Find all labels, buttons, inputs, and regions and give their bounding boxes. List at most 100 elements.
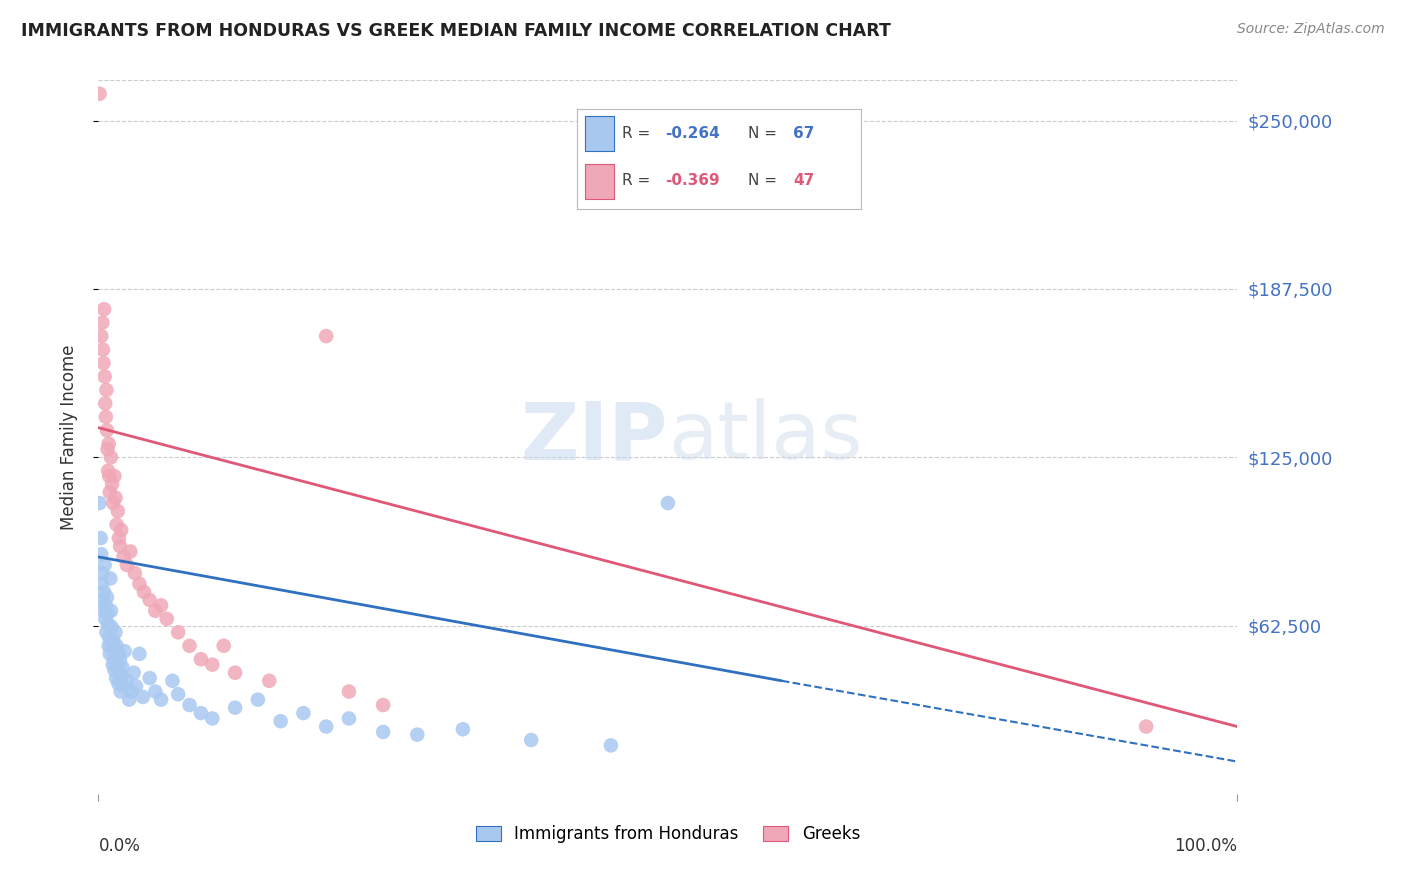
Point [104, 644, 127, 658]
Point [100, 604, 122, 618]
Point [93, 356, 115, 370]
Point [111, 660, 134, 674]
Point [162, 673, 184, 688]
Legend: Immigrants from Honduras, Greeks: Immigrants from Honduras, Greeks [470, 819, 866, 850]
Point [212, 639, 235, 653]
Point [97, 617, 120, 632]
Point [115, 673, 138, 688]
Point [90, 329, 112, 343]
Point [115, 558, 138, 572]
Point [103, 633, 125, 648]
Point [179, 639, 201, 653]
Point [107, 657, 129, 672]
Text: ZIP: ZIP [520, 398, 668, 476]
Point [93, 604, 115, 618]
Point [122, 665, 145, 680]
Point [224, 700, 246, 714]
Point [124, 566, 146, 580]
Point [520, 733, 543, 747]
Point [112, 679, 135, 693]
Point [97, 437, 120, 451]
Point [657, 496, 679, 510]
Point [105, 639, 128, 653]
Point [128, 647, 150, 661]
Point [108, 652, 131, 666]
Point [98, 485, 121, 500]
Point [451, 723, 474, 737]
Point [101, 657, 124, 672]
Point [114, 644, 136, 658]
Point [292, 706, 315, 720]
Point [107, 504, 129, 518]
Point [371, 725, 394, 739]
Point [190, 652, 212, 666]
Point [98, 469, 121, 483]
Point [105, 517, 128, 532]
Point [96, 591, 118, 605]
Text: atlas: atlas [668, 398, 862, 476]
Point [132, 585, 155, 599]
Point [110, 668, 132, 682]
Point [371, 698, 394, 712]
Text: 0.0%: 0.0% [98, 837, 141, 855]
Point [167, 625, 190, 640]
Point [94, 599, 117, 613]
Point [128, 577, 150, 591]
Point [90, 577, 112, 591]
Text: 100.0%: 100.0% [1174, 837, 1237, 855]
Point [100, 450, 122, 465]
Point [101, 639, 124, 653]
Point [270, 714, 292, 728]
Point [190, 706, 212, 720]
Point [94, 396, 117, 410]
Point [150, 692, 173, 706]
Point [101, 477, 124, 491]
Point [94, 409, 117, 424]
Point [104, 491, 127, 505]
Point [107, 676, 129, 690]
Point [103, 652, 125, 666]
Point [96, 423, 118, 437]
Point [112, 549, 135, 564]
Point [93, 585, 115, 599]
Point [93, 302, 115, 317]
Point [201, 711, 224, 725]
Point [98, 631, 121, 645]
Point [91, 316, 114, 330]
Point [103, 663, 125, 677]
Point [600, 739, 623, 753]
Point [337, 684, 360, 698]
Point [315, 329, 337, 343]
Point [90, 531, 112, 545]
Point [125, 679, 148, 693]
Point [103, 469, 125, 483]
Point [93, 369, 115, 384]
Point [1135, 720, 1157, 734]
Point [138, 593, 160, 607]
Point [108, 531, 131, 545]
Point [97, 464, 120, 478]
Point [337, 711, 360, 725]
Point [103, 496, 125, 510]
Point [93, 558, 115, 572]
Text: IMMIGRANTS FROM HONDURAS VS GREEK MEDIAN FAMILY INCOME CORRELATION CHART: IMMIGRANTS FROM HONDURAS VS GREEK MEDIAN… [21, 22, 891, 40]
Point [97, 639, 120, 653]
Point [201, 657, 224, 672]
Point [91, 343, 114, 357]
Point [167, 687, 190, 701]
Point [91, 566, 114, 580]
Point [96, 442, 118, 457]
Point [132, 690, 155, 704]
Point [406, 728, 429, 742]
Point [120, 684, 142, 698]
Point [104, 625, 127, 640]
Point [96, 625, 118, 640]
Point [100, 620, 122, 634]
Point [94, 612, 117, 626]
Point [156, 612, 179, 626]
Point [89, 87, 111, 101]
Point [138, 671, 160, 685]
Point [224, 665, 246, 680]
Point [120, 544, 142, 558]
Point [96, 607, 118, 621]
